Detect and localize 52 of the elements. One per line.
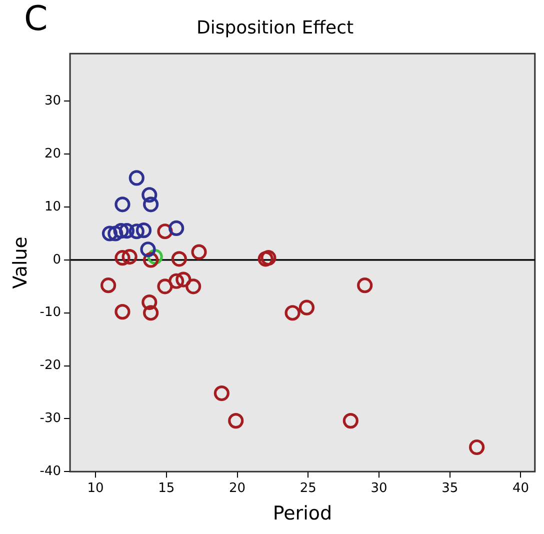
text: C	[24, 0, 48, 39]
y-tick-label: -20	[40, 358, 62, 374]
point	[298, 300, 315, 316]
point	[468, 439, 485, 456]
point	[143, 305, 159, 321]
point	[122, 248, 138, 265]
point	[191, 244, 207, 260]
x-tick-label: 10	[87, 480, 104, 496]
y-axis-title: Value	[9, 236, 32, 289]
point	[186, 278, 202, 294]
point	[168, 220, 184, 236]
point	[136, 222, 152, 238]
point	[357, 278, 373, 294]
point	[114, 250, 130, 266]
x-tick-label: 40	[512, 480, 529, 496]
y-tick-label: 30	[44, 94, 62, 109]
point	[114, 304, 130, 320]
y-tick-label: 0	[52, 252, 62, 268]
point	[128, 170, 144, 186]
point	[143, 196, 159, 212]
point	[228, 413, 244, 429]
point	[140, 242, 156, 258]
point	[157, 278, 173, 294]
point	[260, 250, 276, 266]
point	[113, 223, 129, 239]
point	[176, 272, 192, 288]
point	[258, 251, 274, 267]
point	[168, 273, 184, 289]
point	[142, 294, 158, 310]
x-tick-label: 25	[300, 480, 316, 496]
point	[214, 385, 230, 402]
x-tick-label: 30	[370, 480, 388, 496]
point	[118, 223, 135, 239]
point	[284, 305, 300, 321]
y-tick-label: -10	[40, 305, 62, 320]
point	[171, 251, 187, 267]
x-tick-label: 20	[229, 480, 246, 496]
x-tick-label: 35	[442, 480, 458, 496]
y-tick-label: 10	[44, 199, 62, 214]
y-tick-label: -30	[40, 411, 62, 426]
point	[102, 226, 118, 242]
chart-title: Disposition Effect	[196, 17, 354, 38]
y-tick-label: 20	[44, 146, 62, 162]
point	[100, 278, 116, 294]
point	[342, 413, 358, 429]
point	[128, 224, 144, 240]
x-axis-title: Period	[272, 502, 332, 525]
point	[108, 226, 124, 242]
y-tick-label: -40	[40, 464, 62, 479]
point	[142, 187, 158, 203]
x-tick-label: 15	[158, 480, 175, 496]
point	[114, 196, 130, 212]
